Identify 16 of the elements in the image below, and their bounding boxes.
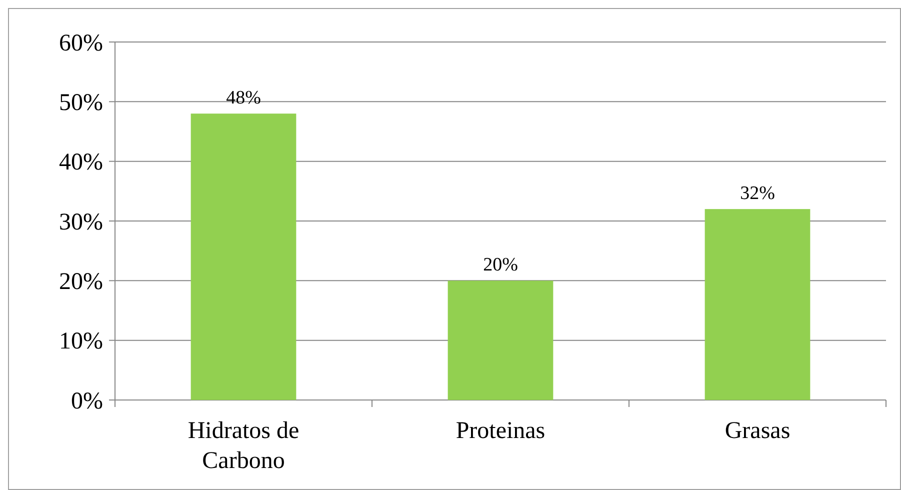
x-tick-label: Proteinas <box>456 418 546 444</box>
x-tick-label: Hidratos de Carbono <box>188 418 300 474</box>
bar <box>704 209 810 400</box>
y-tick-label: 40% <box>59 150 103 176</box>
y-tick-label: 0% <box>71 388 103 414</box>
y-tick-label: 50% <box>59 90 103 116</box>
bar <box>190 114 296 400</box>
data-label: 48% <box>226 88 262 109</box>
data-label: 20% <box>483 254 518 276</box>
y-tick-label: 10% <box>59 328 103 355</box>
x-tick-label: Grasas <box>724 418 790 444</box>
y-tick-label: 20% <box>59 269 103 296</box>
bar <box>448 280 554 400</box>
y-tick-label: 30% <box>59 209 103 236</box>
data-label: 32% <box>740 183 776 204</box>
y-tick-label: 60% <box>59 30 103 56</box>
